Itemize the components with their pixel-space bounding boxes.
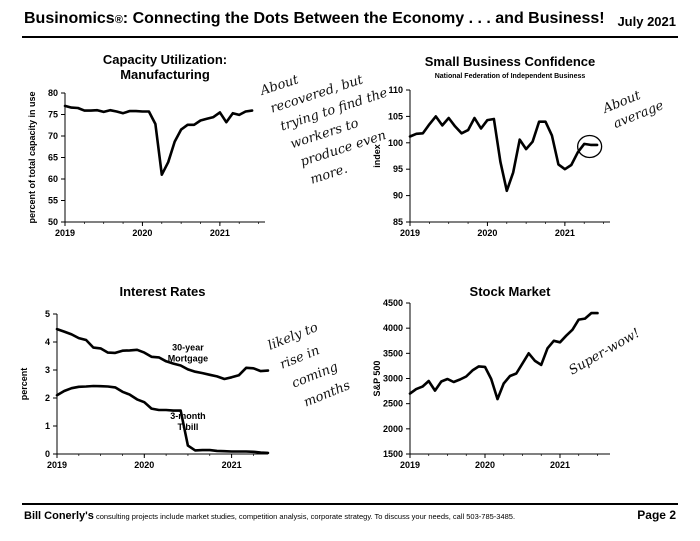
chart-title: Interest Rates: [120, 284, 206, 299]
y-tick-label: 1: [45, 421, 50, 431]
footer-name: Bill Conerly's: [24, 510, 94, 522]
chart-title: Manufacturing: [120, 67, 210, 82]
y-tick-label: 4000: [383, 323, 403, 333]
y-tick-label: 3000: [383, 374, 403, 384]
y-tick-label: 80: [48, 88, 58, 98]
handwritten-note: Super-wow!: [567, 326, 643, 379]
x-tick-label: 2019: [400, 228, 420, 238]
series-label: 30-year: [172, 342, 204, 352]
y-tick-label: 2000: [383, 424, 403, 434]
y-axis-label: index: [372, 144, 382, 168]
x-tick-label: 2021: [550, 460, 570, 470]
x-tick-label: 2020: [475, 460, 495, 470]
x-tick-label: 2019: [55, 228, 75, 238]
issue-date: July 2021: [617, 14, 676, 29]
y-tick-label: 75: [48, 110, 58, 120]
brand-name: Businomics: [24, 10, 115, 27]
series-line: [55, 384, 270, 455]
footer-description: consulting projects include market studi…: [93, 512, 516, 521]
y-tick-label: 105: [388, 111, 403, 121]
series-label: Mortgage: [168, 353, 209, 363]
footer-text: Bill Conerly's consulting projects inclu…: [24, 510, 515, 522]
x-tick-label: 2020: [477, 228, 497, 238]
y-tick-label: 110: [388, 85, 403, 95]
chart-title: Small Business Confidence: [425, 54, 596, 69]
page-header: Businomics®: Connecting the Dots Between…: [24, 10, 605, 28]
y-tick-label: 50: [48, 217, 58, 227]
chart-subtitle: National Federation of Independent Busin…: [435, 73, 586, 80]
chart-title: Capacity Utilization:: [103, 52, 227, 67]
handwritten-note-line: Super-wow!: [567, 326, 643, 379]
y-tick-label: 4500: [383, 298, 403, 308]
x-tick-label: 2021: [555, 228, 575, 238]
y-tick-label: 0: [45, 449, 50, 459]
series-line: [63, 104, 254, 176]
y-tick-label: 4: [45, 337, 50, 347]
y-tick-label: 3500: [383, 348, 403, 358]
x-tick-label: 2019: [400, 460, 420, 470]
y-tick-label: 90: [393, 191, 403, 201]
y-tick-label: 60: [48, 174, 58, 184]
header-subtitle: : Connecting the Dots Between the Econom…: [122, 10, 605, 27]
x-tick-label: 2021: [222, 460, 242, 470]
y-tick-label: 70: [48, 131, 58, 141]
series-label: 3-month: [170, 411, 206, 421]
footer-rule: [22, 503, 678, 505]
y-tick-label: 95: [393, 164, 403, 174]
y-tick-label: 65: [48, 153, 58, 163]
series-line: [408, 115, 599, 193]
series-line: [408, 311, 599, 401]
y-axis-label: percent: [19, 368, 29, 401]
x-tick-label: 2020: [132, 228, 152, 238]
x-tick-label: 2021: [210, 228, 230, 238]
series-line: [55, 327, 270, 381]
y-tick-label: 85: [393, 217, 403, 227]
y-axis-label: S&P 500: [372, 361, 382, 397]
registered-mark: ®: [114, 14, 123, 26]
y-tick-label: 2500: [383, 399, 403, 409]
header-rule: [22, 36, 678, 38]
page-number: Page 2: [637, 508, 676, 522]
y-tick-label: 1500: [383, 449, 403, 459]
series-label: T-bill: [177, 422, 198, 432]
annotation-circle: [576, 134, 603, 159]
y-tick-label: 3: [45, 365, 50, 375]
chart-title: Stock Market: [470, 284, 552, 299]
x-tick-label: 2019: [47, 460, 67, 470]
y-axis-label: percent of total capacity in use: [27, 91, 37, 223]
y-tick-label: 5: [45, 309, 50, 319]
y-tick-label: 100: [388, 138, 403, 148]
y-tick-label: 55: [48, 196, 58, 206]
y-tick-label: 2: [45, 393, 50, 403]
x-tick-label: 2020: [134, 460, 154, 470]
